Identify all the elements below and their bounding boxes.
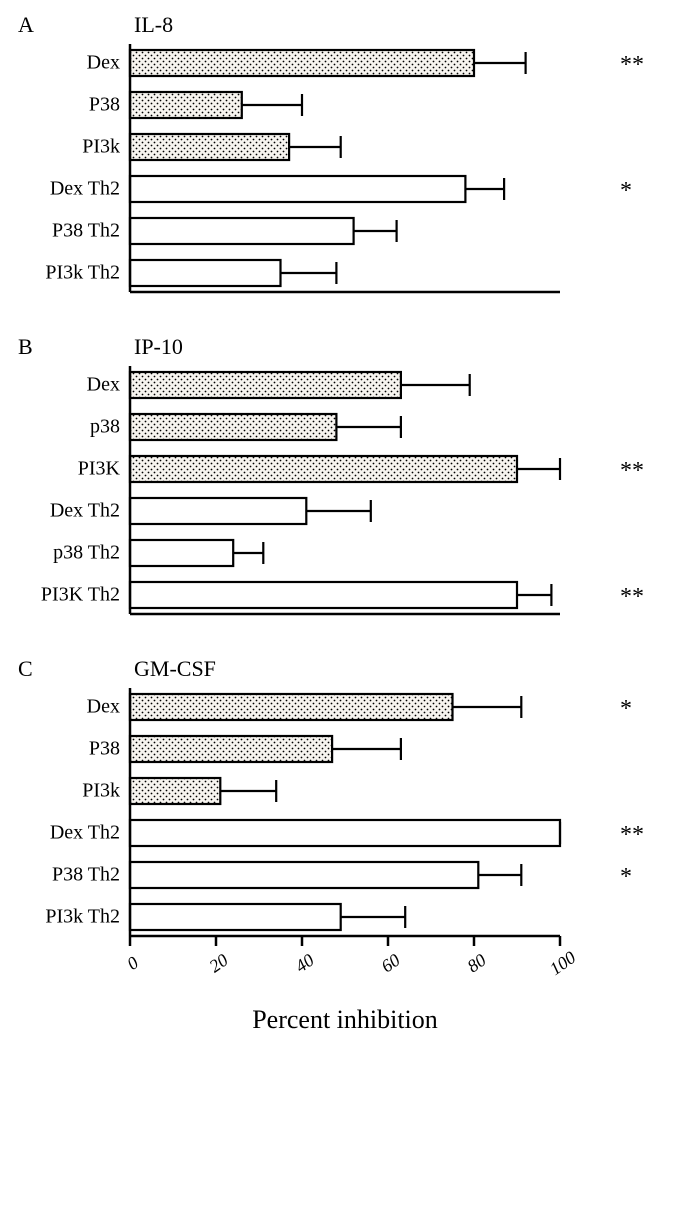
bar-A-0	[130, 50, 474, 76]
bar-C-1	[130, 736, 332, 762]
sig-B-5: **	[620, 584, 644, 610]
cat-label-B-2: PI3K	[78, 458, 121, 480]
cat-label-C-0: Dex	[87, 696, 120, 718]
cat-label-A-2: PI3k	[82, 136, 120, 158]
xtick-label-4: 80	[463, 950, 489, 977]
cat-label-C-4: P38 Th2	[52, 864, 120, 886]
panel-title-A: IL-8	[134, 12, 173, 37]
bar-C-0	[130, 694, 453, 720]
xtick-label-3: 60	[377, 950, 403, 977]
bar-B-2	[130, 456, 517, 482]
panel-label-B: B	[18, 334, 33, 359]
bar-C-2	[130, 778, 220, 804]
cat-label-A-1: P38	[89, 94, 120, 116]
sig-C-0: *	[620, 696, 632, 722]
bar-A-3	[130, 176, 465, 202]
bar-C-4	[130, 862, 478, 888]
panel-label-C: C	[18, 656, 33, 681]
bar-B-1	[130, 414, 336, 440]
sig-A-0: **	[620, 52, 644, 78]
xtick-label-2: 40	[291, 950, 317, 977]
bar-B-3	[130, 498, 306, 524]
panel-label-A: A	[18, 12, 34, 37]
panel-title-B: IP-10	[134, 334, 183, 359]
xtick-label-5: 100	[546, 947, 580, 979]
bar-A-2	[130, 134, 289, 160]
cat-label-B-1: p38	[90, 416, 120, 438]
cat-label-A-4: P38 Th2	[52, 220, 120, 242]
cat-label-B-5: PI3K Th2	[41, 584, 120, 606]
cat-label-A-3: Dex Th2	[50, 178, 120, 200]
bar-C-5	[130, 904, 341, 930]
cat-label-B-3: Dex Th2	[50, 500, 120, 522]
cat-label-A-5: PI3k Th2	[45, 262, 120, 284]
bar-B-4	[130, 540, 233, 566]
bar-B-5	[130, 582, 517, 608]
x-axis-label: Percent inhibition	[252, 1005, 438, 1034]
bar-A-1	[130, 92, 242, 118]
cat-label-C-2: PI3k	[82, 780, 120, 802]
bar-A-5	[130, 260, 281, 286]
sig-A-3: *	[620, 178, 632, 204]
sig-C-3: **	[620, 822, 644, 848]
cat-label-A-0: Dex	[87, 52, 120, 74]
cat-label-B-0: Dex	[87, 374, 120, 396]
cat-label-C-5: PI3k Th2	[45, 906, 120, 928]
bar-A-4	[130, 218, 354, 244]
xtick-label-1: 20	[205, 950, 231, 977]
bar-B-0	[130, 372, 401, 398]
bar-C-3	[130, 820, 560, 846]
cat-label-C-3: Dex Th2	[50, 822, 120, 844]
sig-C-4: *	[620, 864, 632, 890]
cat-label-C-1: P38	[89, 738, 120, 760]
figure: AIL-8Dex**P38PI3kDex Th2*P38 Th2PI3k Th2…	[0, 0, 679, 1221]
sig-B-2: **	[620, 458, 644, 484]
cat-label-B-4: p38 Th2	[53, 542, 120, 564]
panel-title-C: GM-CSF	[134, 656, 216, 681]
xtick-label-0: 0	[123, 952, 142, 974]
